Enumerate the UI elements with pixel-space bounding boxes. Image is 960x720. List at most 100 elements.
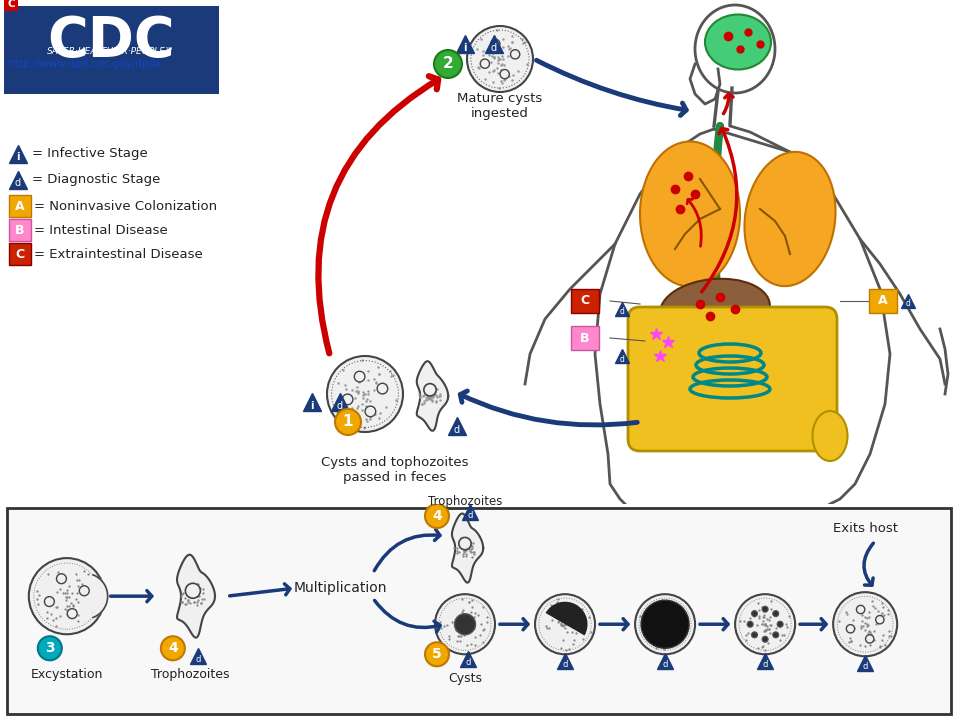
Circle shape: [467, 26, 533, 92]
FancyBboxPatch shape: [869, 289, 897, 313]
Text: Trophozoites: Trophozoites: [428, 495, 502, 508]
Circle shape: [856, 606, 865, 613]
Text: B: B: [15, 223, 25, 236]
Text: http://www.dpd.cdc.gov/dpdx: http://www.dpd.cdc.gov/dpdx: [8, 59, 161, 69]
Circle shape: [459, 537, 471, 550]
Circle shape: [778, 621, 783, 627]
Circle shape: [511, 50, 519, 59]
Circle shape: [29, 558, 105, 634]
Polygon shape: [452, 513, 483, 582]
Circle shape: [335, 409, 361, 435]
Circle shape: [735, 594, 795, 654]
Text: d: d: [466, 658, 470, 667]
Polygon shape: [93, 575, 108, 618]
Text: 1: 1: [343, 415, 353, 430]
Circle shape: [876, 616, 884, 624]
Text: A: A: [878, 294, 888, 307]
Text: i: i: [16, 152, 20, 162]
Text: B: B: [580, 331, 589, 344]
FancyBboxPatch shape: [4, 6, 219, 94]
Circle shape: [377, 383, 388, 394]
Circle shape: [641, 600, 689, 648]
Text: d: d: [454, 425, 460, 435]
Text: d: d: [619, 354, 624, 364]
Text: = Diagnostic Stage: = Diagnostic Stage: [32, 174, 160, 186]
Circle shape: [161, 636, 185, 660]
Circle shape: [491, 40, 500, 48]
Text: Excystation: Excystation: [31, 668, 103, 681]
Circle shape: [752, 632, 757, 638]
Circle shape: [185, 583, 201, 598]
Text: 4: 4: [432, 509, 442, 523]
FancyBboxPatch shape: [7, 508, 951, 714]
Text: 2: 2: [443, 56, 453, 71]
FancyBboxPatch shape: [571, 289, 599, 313]
Text: A: A: [15, 199, 25, 212]
Text: Exits host: Exits host: [832, 521, 898, 534]
Circle shape: [435, 594, 495, 654]
Circle shape: [423, 384, 436, 396]
Circle shape: [365, 406, 375, 417]
Ellipse shape: [812, 411, 848, 461]
Text: d: d: [15, 178, 21, 188]
Text: 5: 5: [432, 647, 442, 661]
Circle shape: [500, 70, 510, 78]
Circle shape: [747, 621, 753, 627]
Text: SAFER·HEALTHIER·PEOPLE™: SAFER·HEALTHIER·PEOPLE™: [47, 48, 175, 56]
Text: 4: 4: [168, 642, 178, 655]
FancyBboxPatch shape: [571, 326, 599, 350]
Text: i: i: [464, 43, 467, 53]
Circle shape: [773, 632, 779, 638]
Circle shape: [847, 625, 854, 633]
Text: C: C: [7, 0, 14, 9]
Ellipse shape: [705, 14, 771, 70]
Ellipse shape: [744, 152, 835, 286]
Text: Cysts: Cysts: [448, 672, 482, 685]
Circle shape: [636, 594, 695, 654]
Circle shape: [343, 394, 353, 405]
Circle shape: [327, 356, 403, 432]
Text: i: i: [310, 401, 314, 411]
FancyBboxPatch shape: [4, 0, 18, 11]
Text: Cysts and tophozoites
passed in feces: Cysts and tophozoites passed in feces: [322, 456, 468, 484]
Circle shape: [57, 574, 66, 584]
Circle shape: [535, 594, 595, 654]
Wedge shape: [545, 602, 588, 636]
Text: d: d: [662, 660, 668, 669]
Text: = Intestinal Disease: = Intestinal Disease: [34, 223, 168, 236]
Circle shape: [752, 611, 757, 616]
Circle shape: [762, 636, 768, 642]
Text: C: C: [15, 248, 25, 261]
Circle shape: [833, 592, 898, 657]
Polygon shape: [417, 361, 448, 431]
Text: Trophozoites: Trophozoites: [151, 668, 229, 681]
Circle shape: [80, 586, 89, 595]
Circle shape: [67, 608, 77, 618]
Circle shape: [37, 636, 61, 660]
Text: C: C: [581, 294, 589, 307]
FancyBboxPatch shape: [9, 219, 31, 241]
Text: CDC: CDC: [47, 14, 175, 68]
Circle shape: [425, 504, 449, 528]
Text: d: d: [762, 660, 768, 669]
Text: = Extraintestinal Disease: = Extraintestinal Disease: [34, 248, 203, 261]
Circle shape: [454, 613, 475, 635]
FancyBboxPatch shape: [628, 307, 837, 451]
Text: d: d: [468, 510, 472, 520]
Circle shape: [773, 611, 779, 616]
Text: d: d: [862, 662, 868, 671]
FancyBboxPatch shape: [9, 195, 31, 217]
Text: = Infective Stage: = Infective Stage: [32, 148, 148, 161]
Text: Mature cysts
ingested: Mature cysts ingested: [457, 92, 542, 120]
Circle shape: [434, 50, 462, 78]
Circle shape: [866, 635, 874, 643]
Text: Multiplication: Multiplication: [293, 581, 387, 595]
Ellipse shape: [640, 142, 740, 287]
FancyBboxPatch shape: [9, 243, 31, 265]
Circle shape: [425, 642, 449, 666]
Text: d: d: [905, 300, 910, 308]
Text: 3: 3: [45, 642, 55, 655]
Text: = Noninvasive Colonization: = Noninvasive Colonization: [34, 199, 217, 212]
Circle shape: [44, 597, 55, 606]
Text: d: d: [195, 654, 201, 664]
